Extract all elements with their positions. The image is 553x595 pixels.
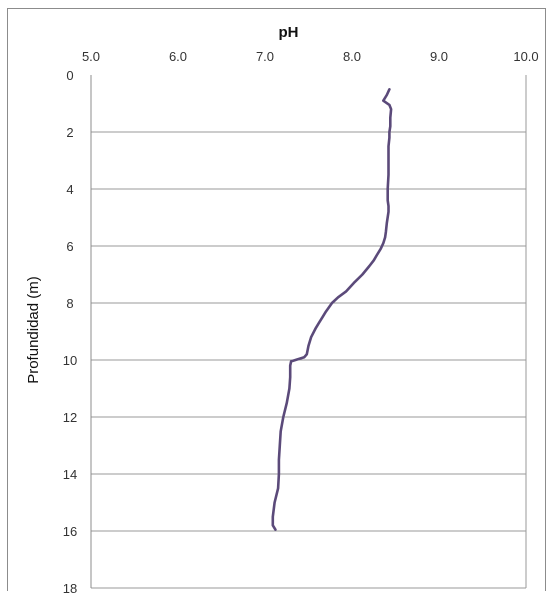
y-tick-label: 0 (66, 68, 73, 83)
y-tick-label: 18 (63, 581, 77, 595)
gridlines (91, 75, 527, 589)
x-tick-label: 7.0 (256, 49, 274, 64)
x-tick-label: 9.0 (430, 49, 448, 64)
y-tick-labels: 0 2 4 6 8 10 12 14 16 18 (63, 68, 77, 595)
y-tick-label: 6 (66, 239, 73, 254)
x-tick-label: 6.0 (169, 49, 187, 64)
x-tick-label: 5.0 (82, 49, 100, 64)
y-tick-label: 2 (66, 125, 73, 140)
x-tick-label: 10.0 (513, 49, 538, 64)
y-tick-label: 8 (66, 296, 73, 311)
y-tick-label: 12 (63, 410, 77, 425)
y-tick-label: 10 (63, 353, 77, 368)
y-axis-label: Profundidad (m) (25, 276, 42, 384)
chart-title: pH (279, 24, 299, 41)
y-tick-label: 4 (66, 182, 73, 197)
y-tick-label: 16 (63, 524, 77, 539)
x-tick-labels: 5.0 6.0 7.0 8.0 9.0 10.0 (82, 49, 539, 64)
x-tick-label: 8.0 (343, 49, 361, 64)
series-line-ph (271, 88, 393, 531)
chart-frame (7, 8, 546, 591)
y-tick-label: 14 (63, 467, 77, 482)
